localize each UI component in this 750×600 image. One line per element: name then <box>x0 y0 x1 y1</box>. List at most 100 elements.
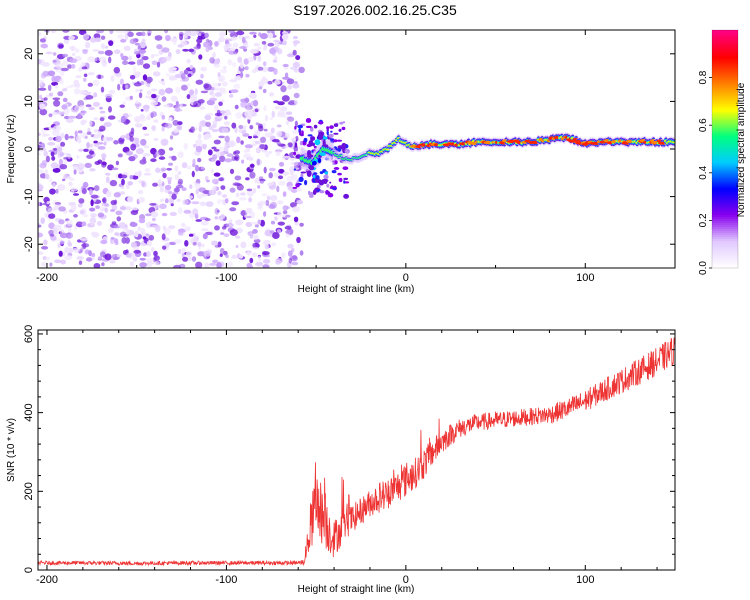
noise-speck <box>218 76 224 83</box>
transition-speck <box>336 139 343 142</box>
noise-speck <box>38 58 42 65</box>
noise-speck <box>59 232 68 239</box>
noise-speck <box>203 135 209 141</box>
noise-speck <box>125 119 131 124</box>
colorbar-segment <box>712 184 738 188</box>
noise-speck <box>274 106 281 110</box>
y-tick-label: 10 <box>23 95 35 107</box>
y-tick-label: -20 <box>23 236 35 252</box>
noise-speck <box>90 231 99 237</box>
noise-speck <box>134 42 140 46</box>
noise-speck <box>168 67 178 71</box>
colorbar-segment <box>712 194 738 198</box>
colorbar-tick-label: 0.2 <box>698 213 709 227</box>
noise-speck <box>261 193 268 197</box>
noise-speck <box>45 155 51 163</box>
noise-speck <box>142 63 151 69</box>
noise-speck <box>128 131 134 138</box>
noise-speck <box>104 45 109 49</box>
noise-speck <box>150 246 155 253</box>
signal-band <box>672 141 675 144</box>
noise-speck <box>274 79 281 85</box>
noise-speck <box>276 130 282 138</box>
noise-speck <box>86 142 90 149</box>
noise-speck <box>59 164 68 170</box>
transition-blob <box>308 165 314 170</box>
noise-speck <box>195 261 203 268</box>
noise-speck <box>151 60 158 66</box>
noise-speck <box>261 66 269 73</box>
noise-speck <box>214 87 222 91</box>
noise-speck <box>111 221 117 225</box>
x-tick-label: 0 <box>403 574 409 586</box>
noise-speck <box>155 151 160 157</box>
noise-speck <box>249 125 254 130</box>
noise-speck <box>108 106 112 113</box>
noise-speck <box>192 241 197 246</box>
transition-speck <box>337 145 344 149</box>
noise-speck <box>220 99 225 102</box>
noise-speck <box>174 165 179 172</box>
noise-speck <box>165 73 170 77</box>
noise-speck <box>105 172 111 176</box>
noise-speck <box>70 45 75 52</box>
noise-speck <box>299 250 304 256</box>
noise-speck <box>152 53 160 57</box>
noise-speck <box>292 83 300 89</box>
noise-speck <box>193 100 202 108</box>
noise-speck <box>178 248 182 255</box>
noise-speck <box>110 209 116 212</box>
noise-speck <box>81 221 87 227</box>
noise-speck <box>67 64 72 69</box>
noise-speck <box>220 214 226 219</box>
noise-speck <box>77 163 85 170</box>
noise-speck <box>115 210 123 216</box>
noise-speck <box>53 230 59 236</box>
transition-speck <box>329 181 332 184</box>
noise-speck <box>119 78 124 86</box>
noise-speck <box>248 232 253 237</box>
noise-speck <box>98 56 107 62</box>
colorbar-segment <box>712 166 738 170</box>
noise-speck <box>244 66 249 71</box>
noise-speck <box>158 80 165 84</box>
colorbar-segment <box>712 260 738 263</box>
colorbar-segment <box>712 252 738 255</box>
noise-speck <box>88 250 92 257</box>
noise-speck <box>52 59 57 63</box>
colorbar-segment <box>712 182 738 186</box>
noise-speck <box>153 250 158 257</box>
noise-speck <box>204 262 210 268</box>
noise-speck <box>194 88 198 96</box>
noise-speck <box>254 108 259 113</box>
noise-speck <box>191 201 200 205</box>
noise-speck <box>224 135 230 143</box>
noise-speck <box>150 100 158 106</box>
noise-speck <box>282 205 289 211</box>
noise-speck <box>82 33 90 41</box>
noise-speck <box>125 206 132 211</box>
noise-speck <box>149 203 157 206</box>
noise-speck <box>224 198 229 204</box>
transition-speck <box>319 190 325 194</box>
noise-speck <box>193 46 201 50</box>
colorbar-segment <box>712 212 738 216</box>
noise-speck <box>120 38 127 43</box>
noise-speck <box>140 109 144 112</box>
noise-speck <box>38 232 44 238</box>
noise-speck <box>258 200 267 206</box>
noise-speck <box>168 225 176 230</box>
colorbar-segment <box>712 57 738 61</box>
noise-speck <box>235 112 243 119</box>
noise-speck <box>214 112 223 117</box>
noise-speck <box>173 239 182 244</box>
colorbar-segment <box>712 61 738 65</box>
noise-speck <box>101 60 108 67</box>
noise-speck <box>281 252 286 259</box>
noise-speck <box>128 55 133 61</box>
noise-speck <box>268 172 274 179</box>
noise-speck <box>168 117 173 121</box>
x-tick-label: 100 <box>576 574 594 586</box>
noise-speck <box>93 92 98 98</box>
colorbar-segment <box>712 109 738 112</box>
